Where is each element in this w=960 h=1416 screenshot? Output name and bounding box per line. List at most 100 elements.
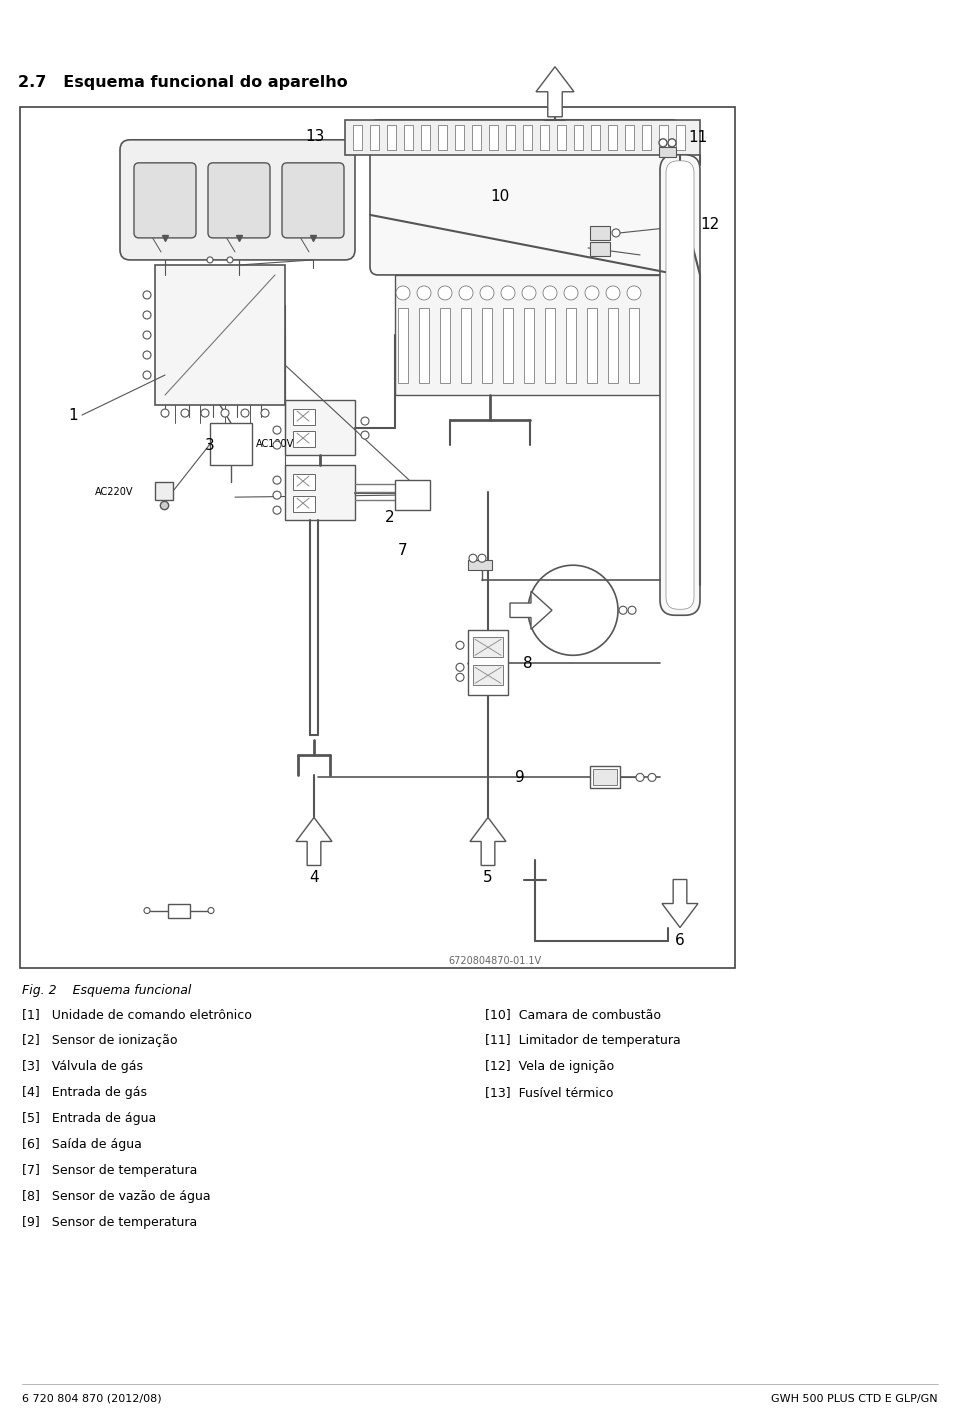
Bar — [659, 125, 668, 150]
Bar — [419, 307, 429, 384]
Circle shape — [456, 641, 464, 650]
Bar — [370, 125, 379, 150]
Text: 7: 7 — [398, 542, 408, 558]
Bar — [659, 147, 676, 157]
Text: AC220V: AC220V — [94, 487, 133, 497]
Circle shape — [361, 418, 369, 425]
Bar — [210, 423, 252, 464]
Bar — [461, 307, 471, 384]
Bar — [353, 125, 362, 150]
Text: [6]   Saída de água: [6] Saída de água — [22, 1137, 142, 1151]
Polygon shape — [510, 592, 552, 629]
Circle shape — [273, 506, 281, 514]
Circle shape — [207, 256, 213, 263]
Circle shape — [273, 426, 281, 435]
Text: 3: 3 — [205, 438, 215, 453]
Text: 9: 9 — [515, 770, 525, 784]
Circle shape — [143, 290, 151, 299]
Circle shape — [221, 409, 229, 418]
Bar — [468, 561, 492, 571]
Circle shape — [438, 286, 452, 300]
FancyBboxPatch shape — [208, 163, 270, 238]
Text: 2: 2 — [385, 510, 395, 525]
Circle shape — [273, 476, 281, 484]
Circle shape — [668, 139, 676, 147]
Bar — [421, 125, 430, 150]
FancyBboxPatch shape — [134, 163, 196, 238]
Bar — [557, 125, 566, 150]
Circle shape — [612, 229, 620, 236]
Circle shape — [636, 773, 644, 782]
Circle shape — [478, 554, 486, 562]
Bar — [608, 307, 618, 384]
Circle shape — [144, 908, 150, 913]
Polygon shape — [470, 817, 506, 865]
Bar — [566, 307, 576, 384]
Bar — [590, 227, 610, 239]
Text: 6: 6 — [675, 933, 684, 947]
Bar — [398, 307, 408, 384]
Circle shape — [543, 286, 557, 300]
Circle shape — [361, 430, 369, 439]
Bar — [591, 125, 600, 150]
Text: [12]  Vela de ignição: [12] Vela de ignição — [485, 1059, 614, 1073]
Polygon shape — [536, 67, 574, 116]
Bar — [524, 307, 534, 384]
Text: 13: 13 — [305, 129, 325, 144]
Bar — [155, 265, 285, 405]
Text: AC100V: AC100V — [256, 439, 295, 449]
Bar — [472, 125, 481, 150]
Circle shape — [161, 409, 169, 418]
Text: 11: 11 — [688, 130, 708, 146]
FancyBboxPatch shape — [370, 120, 680, 275]
Circle shape — [564, 286, 578, 300]
Bar — [293, 430, 315, 447]
Circle shape — [469, 554, 477, 562]
Bar — [625, 125, 634, 150]
Circle shape — [480, 286, 494, 300]
Bar — [20, 106, 735, 967]
Bar — [523, 125, 532, 150]
Bar — [608, 125, 617, 150]
Circle shape — [456, 674, 464, 681]
Text: 2.7   Esquema funcional do aparelho: 2.7 Esquema funcional do aparelho — [18, 75, 348, 89]
Circle shape — [619, 606, 627, 615]
Text: [8]   Sensor de vazão de água: [8] Sensor de vazão de água — [22, 1189, 210, 1202]
Circle shape — [143, 331, 151, 338]
Text: 6 | Indicações sobre o aparelho: 6 | Indicações sobre o aparelho — [12, 17, 246, 30]
Text: 6 720 804 870 (2012/08): 6 720 804 870 (2012/08) — [22, 1393, 161, 1405]
Circle shape — [181, 409, 189, 418]
Text: [11]  Limitador de temperatura: [11] Limitador de temperatura — [485, 1034, 681, 1046]
Bar — [155, 481, 173, 500]
Circle shape — [241, 409, 249, 418]
Bar — [345, 120, 700, 154]
Polygon shape — [662, 879, 698, 927]
Text: 6720804870-01.1V: 6720804870-01.1V — [448, 956, 541, 966]
Bar — [489, 125, 498, 150]
Bar — [293, 409, 315, 425]
FancyBboxPatch shape — [660, 154, 700, 616]
Circle shape — [201, 409, 209, 418]
Text: [3]   Válvula de gás: [3] Válvula de gás — [22, 1059, 143, 1073]
Bar — [503, 307, 513, 384]
Bar — [473, 666, 503, 685]
Circle shape — [208, 908, 214, 913]
Circle shape — [528, 565, 618, 656]
Bar — [285, 401, 355, 455]
Bar — [574, 125, 583, 150]
Text: 1: 1 — [68, 408, 78, 422]
Text: [7]   Sensor de temperatura: [7] Sensor de temperatura — [22, 1164, 198, 1177]
Bar — [438, 125, 447, 150]
Bar — [642, 125, 651, 150]
Bar — [590, 242, 610, 256]
Circle shape — [585, 286, 599, 300]
Text: 4: 4 — [309, 871, 319, 885]
Text: [5]   Entrada de água: [5] Entrada de água — [22, 1112, 156, 1124]
FancyBboxPatch shape — [120, 140, 355, 261]
Text: [13]  Fusível térmico: [13] Fusível térmico — [485, 1086, 613, 1099]
Bar — [590, 766, 620, 789]
Bar — [540, 125, 549, 150]
Text: GWH 500 PLUS CTD E GLP/GN: GWH 500 PLUS CTD E GLP/GN — [772, 1393, 938, 1405]
Circle shape — [143, 351, 151, 360]
Circle shape — [659, 139, 667, 147]
